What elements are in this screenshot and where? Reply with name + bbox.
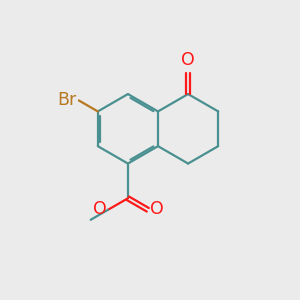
Text: O: O [150, 200, 163, 218]
Text: Br: Br [57, 92, 76, 110]
Text: O: O [93, 200, 106, 218]
Text: O: O [181, 51, 195, 69]
